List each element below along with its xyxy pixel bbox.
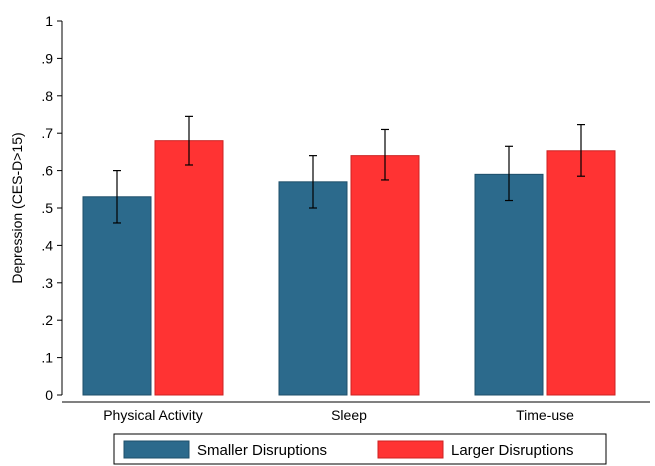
y-tick-label: 0 — [45, 387, 53, 403]
legend-label: Larger Disruptions — [451, 442, 574, 459]
y-tick-label: .9 — [41, 50, 53, 66]
bar-smaller-2 — [474, 173, 544, 396]
y-tick-label: .6 — [41, 163, 53, 179]
legend-swatch — [123, 440, 190, 459]
plot-area: 0 .1 .2 .3 .4 .5 .6 .7 .8 .9 1 Depression (CES-D>15… — [9, 13, 650, 423]
y-tick-label: .8 — [41, 88, 53, 104]
legend: Smaller Disruptions Larger Disruptions — [113, 433, 607, 465]
y-tick-label: .3 — [41, 275, 53, 291]
legend-box — [113, 433, 607, 465]
bar-smaller-0 — [82, 196, 152, 396]
legend-label: Smaller Disruptions — [197, 442, 327, 459]
bar-larger-2 — [546, 150, 616, 396]
legend-swatch — [377, 440, 444, 459]
x-tick-label: Sleep — [331, 407, 367, 423]
bar-smaller-1 — [278, 181, 348, 396]
y-tick-label: 1 — [45, 13, 53, 29]
y-tick-label: .4 — [41, 237, 53, 253]
bar-larger-0 — [154, 140, 224, 396]
y-tick-label: .1 — [41, 350, 53, 366]
y-tick-label: .2 — [41, 312, 53, 328]
x-tick-label: Time-use — [516, 407, 574, 423]
bar-larger-1 — [350, 155, 420, 396]
y-tick-label: .7 — [41, 125, 53, 141]
x-tick-label: Physical Activity — [103, 407, 203, 423]
y-axis-title: Depression (CES-D>15) — [9, 132, 25, 283]
y-tick-label: .5 — [41, 200, 53, 216]
